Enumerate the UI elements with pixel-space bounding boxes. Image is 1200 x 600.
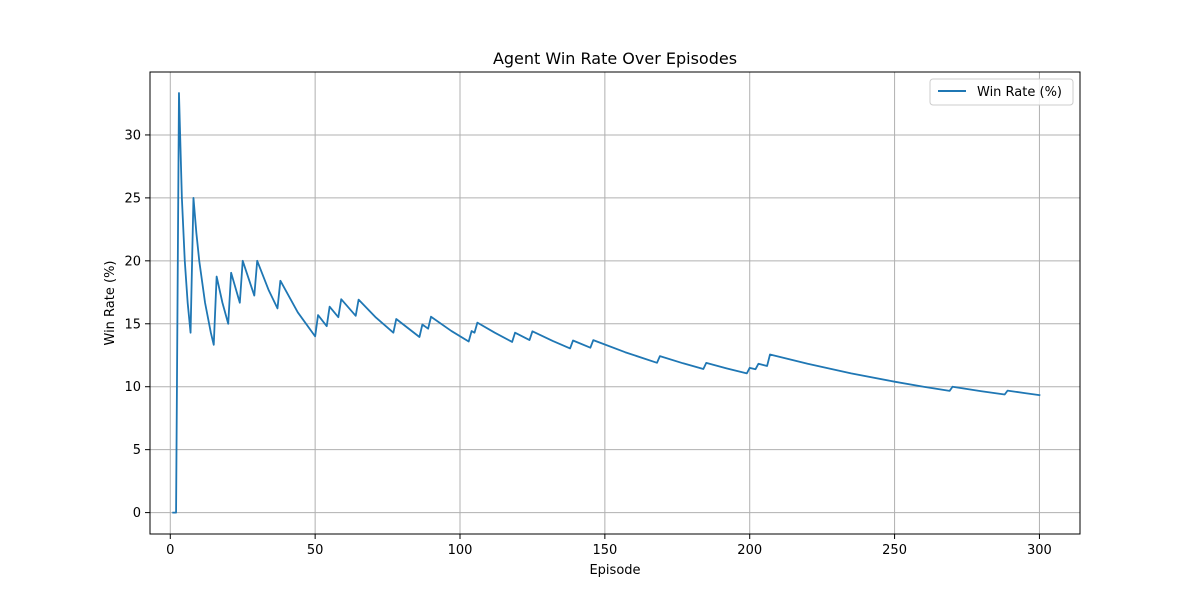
x-axis-label: Episode [589, 563, 640, 578]
y-axis-ticks: 0 5 10 15 20 25 30 [124, 128, 150, 521]
x-axis-ticks: 0 50 100 150 200 250 300 [166, 534, 1052, 558]
y-tick-label: 25 [124, 191, 141, 206]
y-tick-label: 30 [124, 128, 141, 143]
series-layer [172, 92, 1041, 514]
chart-title: Agent Win Rate Over Episodes [493, 49, 737, 68]
y-axis-label: Win Rate (%) [103, 261, 118, 346]
x-tick-label: 0 [166, 543, 174, 558]
x-tick-label: 200 [737, 543, 762, 558]
x-tick-label: 150 [592, 543, 617, 558]
x-tick-label: 50 [307, 543, 324, 558]
legend-box [929, 78, 1074, 106]
legend-label-win-rate: Win Rate (%) [977, 85, 1062, 100]
y-tick-label: 15 [124, 317, 141, 332]
legend: Win Rate (%) [929, 78, 1074, 106]
y-tick-label: 0 [133, 506, 141, 521]
y-tick-label: 5 [133, 443, 141, 458]
x-tick-label: 250 [882, 543, 907, 558]
x-tick-label: 300 [1027, 543, 1052, 558]
y-tick-label: 10 [124, 380, 141, 395]
plot-frame [149, 71, 1081, 535]
x-tick-label: 100 [448, 543, 473, 558]
series-line-0 [172, 92, 1041, 514]
y-tick-label: 20 [124, 254, 141, 269]
